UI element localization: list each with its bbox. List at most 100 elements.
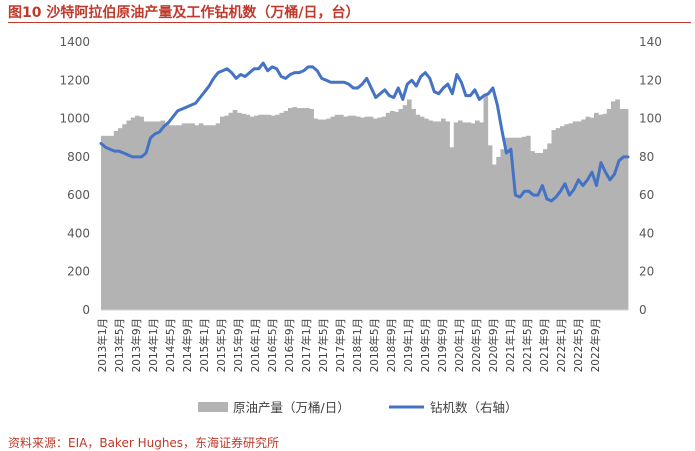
right-axis-tick-label: 60 [639,188,654,202]
legend-label-production: 原油产量（万桶/日） [233,400,350,415]
x-axis-tick-label: 2016年5月 [266,318,279,372]
production-bar [296,108,302,310]
production-bar [381,116,387,310]
production-bar [432,121,438,310]
x-axis-tick-label: 2019年5月 [419,318,432,372]
production-bar [534,153,540,310]
production-bar [577,121,582,310]
x-axis-tick-label: 2022年1月 [555,318,568,372]
production-bar [207,125,212,311]
production-bar [377,117,382,310]
x-axis-tick-label: 2013年1月 [96,318,109,372]
production-bar [147,121,153,310]
title-rule [8,22,691,23]
production-bar [105,135,110,310]
x-axis-tick-label: 2016年1月 [249,318,262,372]
production-bar [237,112,242,310]
production-bar [126,120,132,311]
production-bar [500,149,506,310]
rig-count-line [99,61,630,203]
left-axis-tick-label: 600 [67,188,90,202]
production-bar [271,115,276,310]
production-bar [407,99,412,311]
legend-label-rigs: 钻机数（右轴） [430,400,518,415]
production-bar [241,113,246,310]
x-axis-tick-label: 2020年1月 [453,318,466,372]
production-bar [555,128,561,310]
production-bar [623,109,629,310]
production-bar [373,118,378,310]
production-bar [449,147,455,310]
production-bar [351,115,357,310]
production-bar [313,118,319,310]
production-bar [343,116,348,310]
x-axis-tick-label: 2019年1月 [402,318,415,372]
production-bar [135,115,140,310]
right-axis-tick-label: 120 [639,73,662,87]
production-bar [415,114,421,311]
legend-swatch-production [198,402,228,412]
x-axis-tick-label: 2014年9月 [181,318,194,372]
production-bars [101,93,629,311]
production-bar [598,114,603,311]
production-bar [589,117,595,310]
production-bar [394,111,399,311]
x-axis-tick-label: 2015年5月 [215,318,228,372]
right-axis-tick-label: 20 [639,265,654,279]
production-bar [364,116,370,310]
production-bar [526,135,531,310]
right-axis-tick-label: 140 [639,35,662,49]
production-bar [466,122,472,311]
production-bar [530,151,535,310]
production-bar [245,114,251,311]
production-bar [615,99,620,311]
left-axis-ticks: 0 200 400 600 800 1000 1200 1400 [59,35,90,317]
production-bar [509,137,514,310]
production-bar [305,108,310,310]
x-axis-tick-label: 2018年1月 [351,318,364,372]
x-axis-tick-label: 2017年1月 [300,318,313,372]
x-axis-tick-label: 2020年5月 [470,318,483,372]
production-bar [330,116,336,310]
left-axis-tick-label: 800 [67,150,90,164]
production-bar [560,126,565,310]
production-bar [479,122,484,311]
production-bar [292,107,297,310]
production-bar [181,123,187,310]
x-axis-tick-label: 2019年9月 [436,318,449,372]
production-bar [619,109,625,310]
production-bar [113,131,119,310]
figure-title: 图10 沙特阿拉伯原油产量及工作钻机数（万桶/日，台） [8,5,360,21]
production-bar [458,120,463,311]
production-bar [228,112,234,310]
production-bar [385,112,391,310]
production-bar [160,120,166,311]
production-bar [347,115,353,310]
production-bar [334,114,340,311]
x-axis-tick-label: 2021年1月 [504,318,517,372]
production-bar [390,110,395,310]
production-bar [543,149,548,310]
production-bar [445,121,450,310]
production-bar [356,116,361,310]
left-axis-tick-label: 0 [82,303,90,317]
left-axis-tick-label: 400 [67,226,90,240]
x-axis-tick-label: 2015年9月 [232,318,245,372]
production-bar [194,125,200,311]
production-bar [538,153,544,310]
source-note: 资料来源：EIA，Baker Hughes，东海证券研究所 [8,436,280,450]
x-axis-tick-label: 2017年9月 [334,318,347,372]
production-bar [122,124,127,310]
production-bar [368,116,374,310]
production-bar [513,137,518,310]
production-bar [139,116,144,310]
production-bar [203,125,208,311]
production-bar [492,164,497,310]
production-bar [339,114,344,311]
production-bar [258,114,263,311]
production-bar [118,128,123,310]
production-bar [402,105,408,310]
right-axis-tick-label: 0 [639,303,647,317]
production-bar [564,124,569,310]
x-axis-tick-label: 2013年9月 [130,318,143,372]
